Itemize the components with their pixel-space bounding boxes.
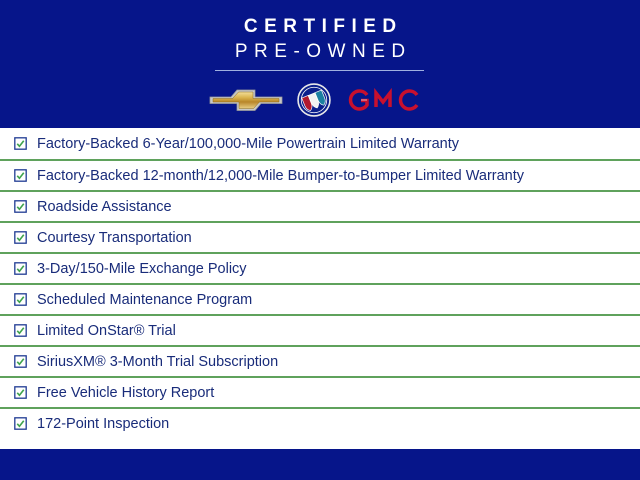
feature-label: SiriusXM® 3-Month Trial Subscription [37, 353, 279, 370]
feature-row[interactable]: Roadside Assistance [0, 190, 640, 221]
header-banner: CERTIFIED PRE-OWNED [0, 0, 640, 128]
feature-row[interactable]: Free Vehicle History Report [0, 376, 640, 407]
chevrolet-bowtie-icon [209, 89, 283, 111]
checkbox-checked-icon[interactable] [14, 137, 27, 150]
checkbox-checked-icon[interactable] [14, 169, 27, 182]
footer-banner [0, 449, 640, 480]
feature-label: 3-Day/150-Mile Exchange Policy [37, 260, 247, 277]
certified-features-list: Factory-Backed 6-Year/100,000-Mile Power… [0, 128, 640, 438]
feature-row[interactable]: SiriusXM® 3-Month Trial Subscription [0, 345, 640, 376]
checkbox-checked-icon[interactable] [14, 386, 27, 399]
feature-label: Roadside Assistance [37, 198, 172, 215]
checkbox-checked-icon[interactable] [14, 355, 27, 368]
feature-row[interactable]: 172-Point Inspection [0, 407, 640, 438]
checkbox-checked-icon[interactable] [14, 293, 27, 306]
checkbox-checked-icon[interactable] [14, 231, 27, 244]
feature-label: Limited OnStar® Trial [37, 322, 176, 339]
gmc-logo-icon [348, 88, 419, 111]
feature-row[interactable]: 3-Day/150-Mile Exchange Policy [0, 252, 640, 283]
header-divider [215, 70, 424, 71]
feature-row[interactable]: Factory-Backed 6-Year/100,000-Mile Power… [0, 128, 640, 159]
feature-row[interactable]: Scheduled Maintenance Program [0, 283, 640, 314]
buick-tri-shield-icon [297, 83, 331, 117]
feature-label: 172-Point Inspection [37, 415, 170, 432]
checkbox-checked-icon[interactable] [14, 324, 27, 337]
feature-label: Scheduled Maintenance Program [37, 291, 253, 308]
feature-label: Factory-Backed 12-month/12,000-Mile Bump… [37, 167, 525, 184]
feature-row[interactable]: Factory-Backed 12-month/12,000-Mile Bump… [0, 159, 640, 190]
checkbox-checked-icon[interactable] [14, 262, 27, 275]
brand-logo-row [0, 82, 640, 118]
feature-row[interactable]: Courtesy Transportation [0, 221, 640, 252]
feature-label: Free Vehicle History Report [37, 384, 215, 401]
feature-label: Factory-Backed 6-Year/100,000-Mile Power… [37, 135, 460, 152]
checkbox-checked-icon[interactable] [14, 200, 27, 213]
headline-pre-owned: PRE-OWNED [234, 41, 412, 62]
checkbox-checked-icon[interactable] [14, 417, 27, 430]
feature-label: Courtesy Transportation [37, 229, 192, 246]
feature-row[interactable]: Limited OnStar® Trial [0, 314, 640, 345]
headline-certified: CERTIFIED [243, 16, 403, 37]
